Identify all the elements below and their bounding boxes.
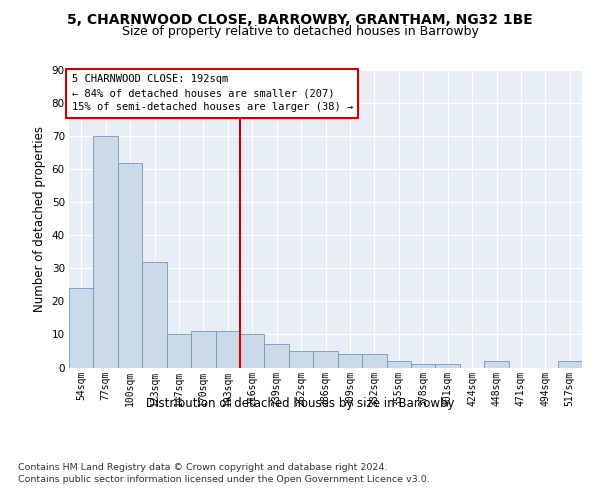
Text: 5, CHARNWOOD CLOSE, BARROWBY, GRANTHAM, NG32 1BE: 5, CHARNWOOD CLOSE, BARROWBY, GRANTHAM, … — [67, 12, 533, 26]
Bar — [94, 136, 118, 368]
Bar — [362, 354, 386, 368]
Text: Contains public sector information licensed under the Open Government Licence v3: Contains public sector information licen… — [18, 475, 430, 484]
Bar — [215, 331, 240, 368]
Bar — [289, 351, 313, 368]
Bar — [313, 351, 338, 368]
Y-axis label: Number of detached properties: Number of detached properties — [33, 126, 46, 312]
Bar — [436, 364, 460, 368]
Bar — [484, 361, 509, 368]
Bar — [338, 354, 362, 368]
Bar — [265, 344, 289, 368]
Text: Size of property relative to detached houses in Barrowby: Size of property relative to detached ho… — [122, 25, 478, 38]
Bar — [167, 334, 191, 368]
Text: Distribution of detached houses by size in Barrowby: Distribution of detached houses by size … — [146, 398, 454, 410]
Bar — [191, 331, 215, 368]
Text: 5 CHARNWOOD CLOSE: 192sqm
← 84% of detached houses are smaller (207)
15% of semi: 5 CHARNWOOD CLOSE: 192sqm ← 84% of detac… — [71, 74, 353, 112]
Bar — [411, 364, 436, 368]
Bar — [557, 361, 582, 368]
Bar — [69, 288, 94, 368]
Bar — [142, 262, 167, 368]
Text: Contains HM Land Registry data © Crown copyright and database right 2024.: Contains HM Land Registry data © Crown c… — [18, 462, 388, 471]
Bar — [386, 361, 411, 368]
Bar — [240, 334, 265, 368]
Bar — [118, 162, 142, 368]
